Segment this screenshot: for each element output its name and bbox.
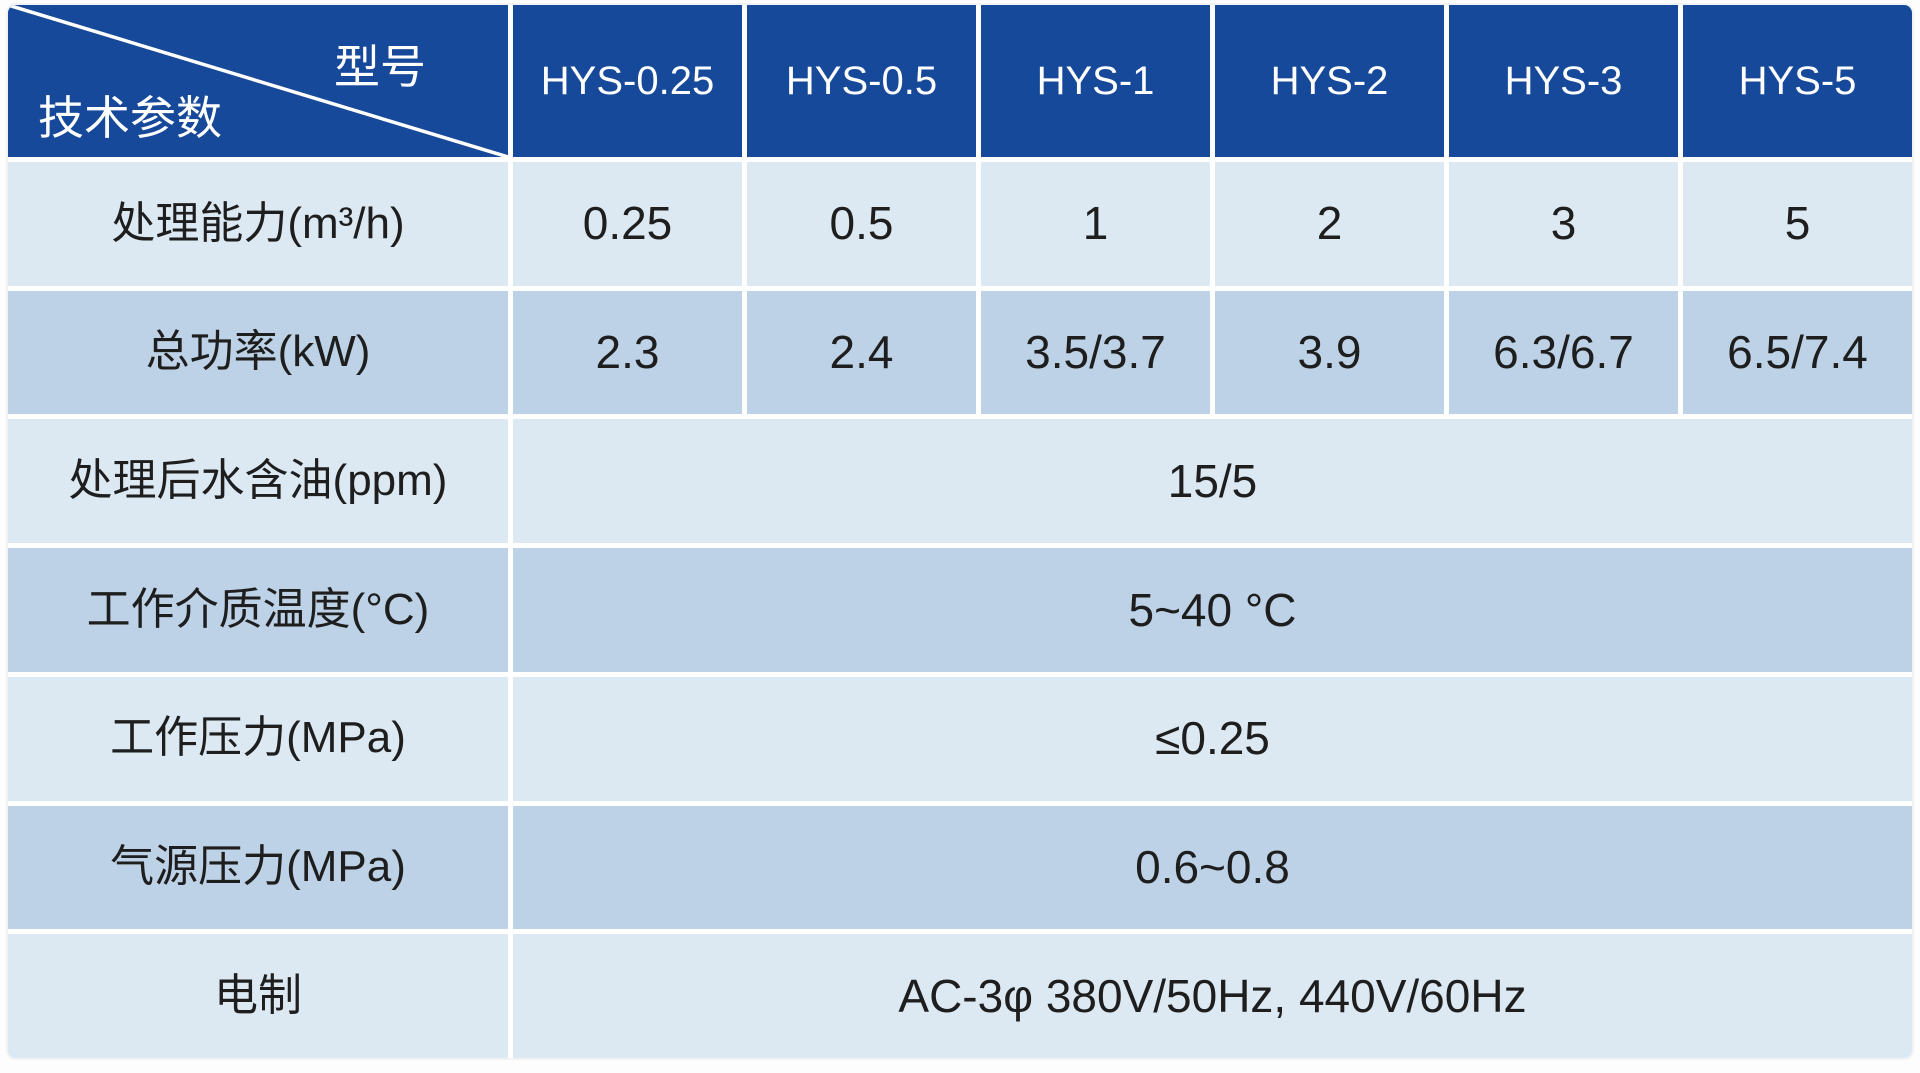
table-cell: 0.25: [513, 162, 742, 286]
table-cell: 6.5/7.4: [1683, 290, 1912, 415]
table-cell: 6.3/6.7: [1449, 290, 1678, 415]
row-label: 工作介质温度(°C): [8, 548, 508, 672]
column-header-model: HYS-0.5: [747, 5, 976, 157]
column-header-model: HYS-3: [1449, 5, 1678, 157]
row-label: 处理后水含油(ppm): [8, 419, 508, 544]
table-cell: 5: [1683, 162, 1912, 286]
merged-value-cell: 0.6~0.8: [513, 805, 1912, 930]
row-label: 处理能力(m³/h): [8, 162, 508, 286]
corner-label-model: 型号: [334, 41, 426, 93]
row-label: 总功率(kW): [8, 290, 508, 415]
corner-header-cell: 型号 技术参数: [8, 5, 508, 157]
merged-value-cell: ≤0.25: [513, 676, 1912, 801]
table-cell: 3.9: [1215, 290, 1444, 415]
diagonal-divider-line: [8, 5, 508, 157]
column-header-model: HYS-0.25: [513, 5, 742, 157]
column-header-model: HYS-2: [1215, 5, 1444, 157]
row-label: 气源压力(MPa): [8, 805, 508, 930]
column-header-model: HYS-5: [1683, 5, 1912, 157]
column-header-model: HYS-1: [981, 5, 1210, 157]
table-cell: 2: [1215, 162, 1444, 286]
table-cell: 1: [981, 162, 1210, 286]
row-label: 电制: [8, 934, 508, 1058]
spec-table: 型号 技术参数 HYS-0.25 HYS-0.5 HYS-1 HYS-2 HYS…: [8, 5, 1912, 1058]
table-cell: 3.5/3.7: [981, 290, 1210, 415]
table-cell: 0.5: [747, 162, 976, 286]
merged-value-cell: 15/5: [513, 419, 1912, 544]
merged-value-cell: 5~40 °C: [513, 548, 1912, 672]
row-label: 工作压力(MPa): [8, 676, 508, 801]
table-cell: 3: [1449, 162, 1678, 286]
table-cell: 2.3: [513, 290, 742, 415]
merged-value-cell: AC-3φ 380V/50Hz, 440V/60Hz: [513, 934, 1912, 1058]
corner-label-tech-params: 技术参数: [38, 92, 222, 145]
table-cell: 2.4: [747, 290, 976, 415]
